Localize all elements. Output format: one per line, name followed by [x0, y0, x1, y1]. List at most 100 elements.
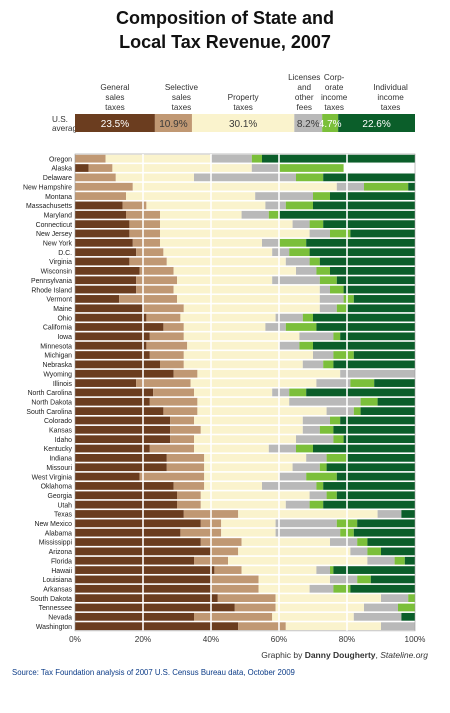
bar-segment-1-3 — [251, 164, 279, 172]
bar-segment-26-4 — [360, 397, 378, 406]
x-tick-label-3: 60% — [271, 635, 287, 644]
bar-segment-2-1 — [75, 173, 116, 182]
us-average-label-line-0: U.S. — [52, 115, 68, 124]
bar-segment-24-5 — [374, 379, 415, 387]
legend-label-3-line-2: other — [295, 93, 314, 102]
bar-segment-10-2 — [163, 248, 273, 257]
bar-segment-28-3 — [302, 416, 330, 425]
chart-title-line-2: Local Tax Revenue, 2007 — [119, 32, 331, 52]
legend-label-2-line-0: Property — [228, 93, 260, 102]
state-label-20: Minnesota — [40, 343, 72, 350]
us-average-value-label-1: 10.9% — [159, 119, 187, 130]
bar-segment-50-0 — [75, 622, 239, 631]
bar-segment-23-0 — [75, 369, 174, 378]
bar-segment-28-5 — [340, 416, 415, 425]
legend-label-4-line-2: income — [321, 93, 348, 102]
bar-segment-5-1 — [122, 201, 147, 210]
bar-segment-36-1 — [177, 491, 201, 500]
us-average-segment-1 — [154, 114, 192, 132]
credit-separator: , — [375, 650, 381, 660]
bar-segment-21-2 — [183, 351, 313, 359]
bar-segment-4-1 — [75, 192, 126, 200]
state-label-45: Louisiana — [42, 577, 72, 584]
state-label-24: Illinois — [53, 381, 73, 388]
bar-segment-36-0 — [75, 491, 177, 500]
bar-segment-7-3 — [292, 220, 310, 228]
bar-segment-6-0 — [75, 210, 126, 219]
bar-segment-35-3 — [262, 482, 317, 490]
state-label-13: Pennsylvania — [31, 278, 72, 285]
legend-label-5-line-1: income — [377, 93, 404, 102]
bar-segment-30-2 — [194, 435, 296, 444]
bar-segment-3-2 — [132, 182, 337, 191]
bar-segment-45-1 — [211, 575, 259, 584]
bar-segment-18-5 — [316, 323, 415, 331]
bar-segment-26-0 — [75, 397, 150, 406]
legend-label-1-line-1: sales — [172, 93, 191, 102]
bar-segment-11-4 — [309, 257, 320, 266]
bar-segment-49-1 — [194, 612, 273, 621]
bar-segment-8-0 — [75, 229, 130, 238]
bar-segment-29-0 — [75, 425, 171, 434]
bar-segment-16-3 — [319, 304, 337, 313]
bar-segment-44-0 — [75, 566, 215, 574]
state-label-36: Georgia — [47, 493, 72, 500]
bar-segment-4-5 — [330, 192, 415, 200]
bar-segment-18-4 — [285, 323, 317, 331]
bar-segment-5-4 — [285, 201, 313, 210]
bar-segment-42-5 — [381, 547, 415, 556]
bar-segment-20-0 — [75, 341, 147, 350]
bar-segment-22-2 — [183, 360, 303, 369]
bar-segment-12-4 — [316, 267, 330, 275]
bar-segment-10-1 — [136, 248, 164, 257]
bar-segment-5-3 — [265, 201, 286, 210]
bar-segment-21-4 — [333, 351, 354, 359]
bar-segment-46-2 — [258, 584, 310, 593]
bar-segment-3-5 — [408, 182, 415, 191]
state-label-11: Virginia — [49, 259, 72, 266]
state-label-34: West Virginia — [32, 474, 73, 481]
bar-segment-47-0 — [75, 594, 218, 602]
bar-segment-46-3 — [309, 584, 334, 593]
bar-segment-39-3 — [275, 519, 337, 528]
bar-segment-5-5 — [313, 201, 415, 210]
bar-segment-19-4 — [333, 332, 341, 341]
legend-label-0-line-2: taxes — [105, 103, 125, 112]
bar-segment-35-0 — [75, 482, 174, 490]
bar-segment-7-0 — [75, 220, 130, 228]
bar-segment-44-3 — [316, 566, 330, 574]
legend-label-0-line-1: sales — [105, 93, 124, 102]
bar-segment-20-1 — [146, 341, 188, 350]
bar-segment-0-1 — [75, 154, 106, 163]
bar-segment-24-2 — [190, 379, 317, 387]
state-label-17: Ohio — [57, 315, 72, 322]
bar-segment-15-1 — [119, 295, 177, 303]
x-tick-label-5: 100% — [405, 635, 426, 644]
bar-segment-2-2 — [115, 173, 194, 182]
bar-segment-33-2 — [204, 463, 293, 472]
bar-segment-26-2 — [197, 397, 290, 406]
bar-segment-21-3 — [313, 351, 334, 359]
bar-segment-29-2 — [200, 425, 303, 434]
state-label-3: New Hampshire — [23, 184, 72, 191]
state-label-18: California — [43, 325, 72, 332]
graphic-credit: Graphic by Danny Dougherty, Stateline.or… — [0, 650, 428, 660]
legend-label-1-line-2: taxes — [172, 103, 192, 112]
bar-segment-36-3 — [309, 491, 327, 500]
us-average-segment-4 — [322, 114, 339, 132]
bar-segment-26-3 — [289, 397, 361, 406]
state-label-50: Washington — [36, 624, 72, 631]
state-label-0: Oregon — [49, 156, 72, 163]
bar-segment-25-1 — [153, 388, 194, 397]
state-label-5: Massachusetts — [26, 203, 73, 210]
us-average-value-label-2: 30.1% — [229, 119, 257, 130]
x-tick-label-4: 80% — [339, 635, 355, 644]
bar-segment-34-2 — [204, 472, 279, 481]
bar-segment-31-1 — [149, 444, 194, 453]
bar-segment-48-1 — [234, 603, 276, 612]
bar-segment-33-0 — [75, 463, 167, 472]
bar-segment-8-2 — [160, 229, 310, 238]
bar-segment-30-3 — [296, 435, 334, 444]
bar-segment-48-4 — [398, 603, 415, 612]
bar-segment-37-5 — [323, 500, 415, 509]
